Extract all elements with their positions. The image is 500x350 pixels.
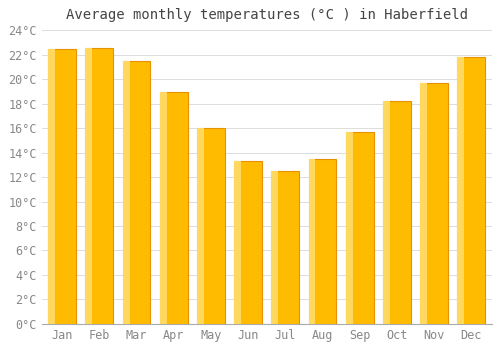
Bar: [383, 102, 390, 324]
Bar: [420, 83, 427, 324]
Bar: [160, 92, 166, 324]
Bar: [160, 92, 188, 324]
Bar: [234, 161, 262, 324]
Bar: [197, 128, 204, 324]
Bar: [458, 57, 485, 324]
Bar: [308, 159, 316, 324]
Bar: [197, 128, 225, 324]
Bar: [272, 171, 278, 324]
Bar: [122, 61, 130, 324]
Bar: [458, 57, 464, 324]
Bar: [48, 49, 55, 324]
Title: Average monthly temperatures (°C ) in Haberfield: Average monthly temperatures (°C ) in Ha…: [66, 8, 468, 22]
Bar: [383, 102, 411, 324]
Bar: [346, 132, 374, 324]
Bar: [308, 159, 336, 324]
Bar: [346, 132, 352, 324]
Bar: [48, 49, 76, 324]
Bar: [86, 48, 114, 324]
Bar: [234, 161, 241, 324]
Bar: [420, 83, 448, 324]
Bar: [272, 171, 299, 324]
Bar: [122, 61, 150, 324]
Bar: [86, 48, 92, 324]
